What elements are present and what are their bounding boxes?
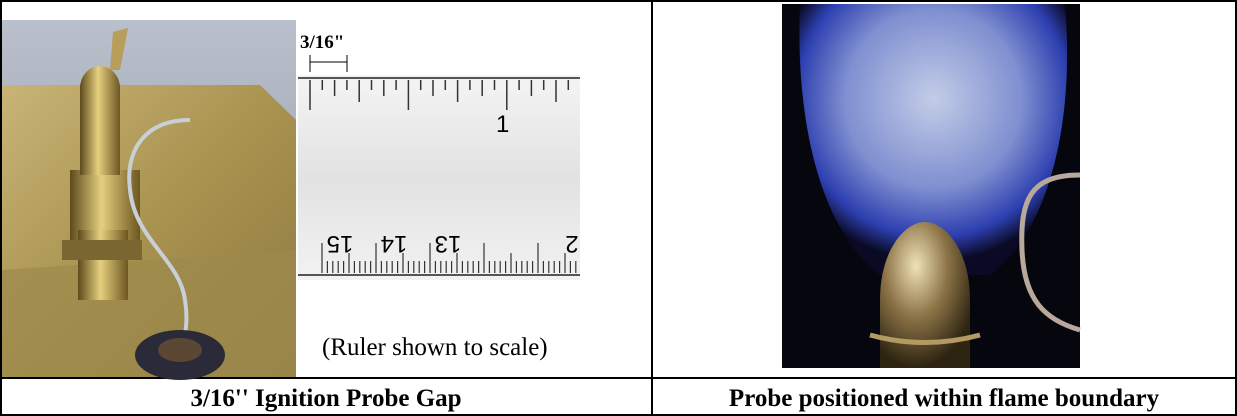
ruler-number: 13 bbox=[435, 230, 462, 257]
ruler-number: 1 bbox=[496, 111, 509, 138]
caption: 3/16'' Ignition Probe Gap bbox=[190, 385, 461, 412]
ruler-image: 3/16" 1 15 14 13 2 bbox=[298, 32, 580, 280]
ruler-number: 2 bbox=[565, 230, 578, 257]
ruler-number: 14 bbox=[381, 230, 408, 257]
ruler-note: (Ruler shown to scale) bbox=[322, 334, 548, 361]
ruler-number: 15 bbox=[327, 230, 354, 257]
gap-label: 3/16" bbox=[300, 32, 344, 53]
probe-photo bbox=[2, 20, 296, 380]
caption: Probe positioned within flame boundary bbox=[729, 385, 1160, 412]
flame-photo bbox=[782, 4, 1081, 368]
